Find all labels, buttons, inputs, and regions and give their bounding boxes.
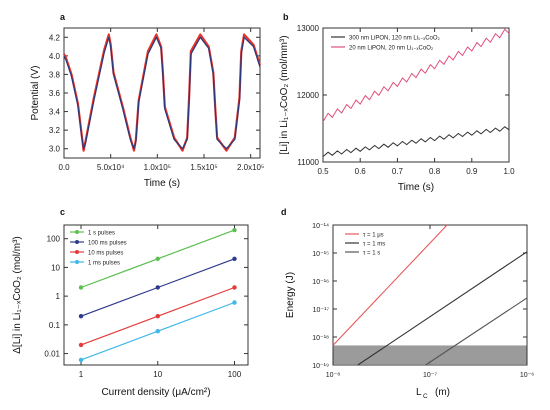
legend-marker-2 <box>75 250 79 254</box>
panel-c-pulse-log-chart: 1 10 100 0.01 0.1 1 10 100 c Δ[Li] in Li₁₋ₓCoO₂ (… <box>12 207 249 398</box>
panel-a-potential-chart: 0.0 5.0x10⁴ 1.0x10⁵ 1.5x10⁵ 2.0x10⁵ 3.0 3.2 3.4… <box>30 12 264 189</box>
x-tick-label: 5.0x10⁴ <box>97 163 125 172</box>
y-tick-label: 10⁻¹⁹ <box>312 363 329 370</box>
legend-entry-1: τ = 1 ms <box>363 242 385 248</box>
data-point <box>78 342 84 348</box>
data-point <box>78 285 84 290</box>
x-tick-label: 10⁻⁶ <box>520 372 534 379</box>
data-point <box>232 256 237 261</box>
x-tick-label: 0.7 <box>392 167 404 176</box>
x-tick-label: 0.5 <box>317 167 329 176</box>
y-tick-label: 0.01 <box>44 350 60 359</box>
y-tick-label: 10⁻¹⁷ <box>313 307 330 314</box>
y-tick-label: 3.6 <box>49 89 61 98</box>
x-tick-label: 0.8 <box>429 167 441 176</box>
y-axis-label: Energy (J) <box>285 272 296 318</box>
legend-entry-2: 10 ms pulses <box>88 251 123 257</box>
series-line-1 <box>357 251 528 366</box>
x-tick-label: 0.6 <box>355 167 367 176</box>
data-point <box>155 285 160 290</box>
x-tick-label: 1.5x10⁵ <box>190 163 217 172</box>
x-axis-label: Time (s) <box>144 178 180 189</box>
x-axis-label-unit: (m) <box>435 387 450 398</box>
y-axis-label: Potential (V) <box>30 65 41 120</box>
y-tick-label: 10⁻¹⁵ <box>312 251 329 258</box>
y-tick-label: 3.0 <box>49 145 61 154</box>
panel-label: b <box>283 12 289 22</box>
data-point <box>232 300 237 305</box>
panel-b-li-concentration-chart: 0.5 0.6 0.7 0.8 0.9 1.0 11000 12000 13000 b [Li] i… <box>279 12 515 193</box>
y-tick-label: 4.0 <box>49 52 61 61</box>
y-tick-label: 3.2 <box>49 126 61 135</box>
data-point <box>232 227 237 233</box>
data-point <box>232 285 237 290</box>
panel-d-energy-log-chart: 10⁻⁸ 10⁻⁷ 10⁻⁶ 10⁻¹⁹ 10⁻¹⁸ 10⁻¹⁷ 10⁻¹⁶ 10⁻¹⁵ 10⁻… <box>281 207 534 400</box>
x-axis-label: Current density (μA/cm²) <box>101 387 210 398</box>
x-tick-label: 1 <box>79 370 84 379</box>
y-tick-label: 11000 <box>297 158 319 167</box>
x-tick-label: 10⁻⁷ <box>423 372 437 379</box>
legend-entry-2: τ = 1 s <box>363 251 380 257</box>
series-line-0 <box>322 126 510 157</box>
data-point <box>78 314 84 319</box>
legend-marker-0 <box>75 230 79 234</box>
y-tick-label: 10⁻¹⁶ <box>312 279 329 286</box>
series-line-1 <box>322 28 510 123</box>
data-point <box>155 256 160 261</box>
y-tick-label: 13000 <box>297 24 320 33</box>
x-axis-label: L <box>416 387 422 398</box>
series-line-0 <box>332 224 448 346</box>
y-tick-label: 10⁻¹⁸ <box>312 335 329 342</box>
data-point <box>155 314 160 319</box>
y-tick-label: 4.2 <box>49 33 61 42</box>
x-tick-label: 0.9 <box>466 167 478 176</box>
legend-entry-3: 1 ms pulses <box>88 261 120 267</box>
y-tick-label: 10⁻¹⁴ <box>312 223 329 230</box>
series-line-2 <box>425 297 528 366</box>
panel-label: d <box>281 207 287 217</box>
y-tick-label: 1 <box>56 292 61 301</box>
shaded-region <box>333 345 527 365</box>
y-tick-label: 0.1 <box>49 321 61 330</box>
x-tick-label: 10⁻⁸ <box>326 372 340 379</box>
legend-marker-1 <box>75 240 79 244</box>
x-axis-label: Time (s) <box>398 182 434 193</box>
x-axis-label-subscript: C <box>423 393 428 400</box>
x-tick-label: 1.0x10⁵ <box>144 163 171 172</box>
y-tick-label: 10 <box>51 263 60 272</box>
legend-entry-0: 300 nm LiPON, 120 nm Li₁₋ₓCoO₂ <box>349 36 441 42</box>
panel-label: c <box>60 207 65 217</box>
legend-entry-1: 20 nm LiPON, 20 nm Li₁₋ₓCoO₂ <box>349 46 434 52</box>
y-tick-label: 3.4 <box>49 108 61 117</box>
x-tick-label: 2.0x10⁵ <box>237 163 264 172</box>
series-line-1 <box>63 36 261 150</box>
legend-entry-0: 1 s pulses <box>88 231 115 237</box>
series-line-0 <box>63 33 262 152</box>
legend-entry-1: 100 ms pulses <box>88 241 127 247</box>
y-tick-label: 12000 <box>297 91 320 100</box>
y-axis-label: Δ[Li] in Li₁₋ₓCoO₂ (mol/m³) <box>12 236 23 354</box>
x-tick-label: 0.0 <box>58 163 70 172</box>
x-tick-label: 100 <box>228 370 242 379</box>
y-tick-label: 100 <box>47 235 61 244</box>
legend-marker-3 <box>75 260 79 264</box>
y-axis-label: [Li] in Li₁₋ₓCoO₂ (mol/mm³) <box>279 35 290 154</box>
x-tick-label: 10 <box>153 370 162 379</box>
panel-label: a <box>60 12 66 22</box>
y-tick-label: 3.8 <box>49 70 61 79</box>
legend-entry-0: τ = 1 μs <box>363 233 384 239</box>
data-point <box>78 357 84 363</box>
x-tick-label: 1.0 <box>503 167 515 176</box>
data-point <box>155 329 160 334</box>
plot-frame <box>63 224 249 366</box>
